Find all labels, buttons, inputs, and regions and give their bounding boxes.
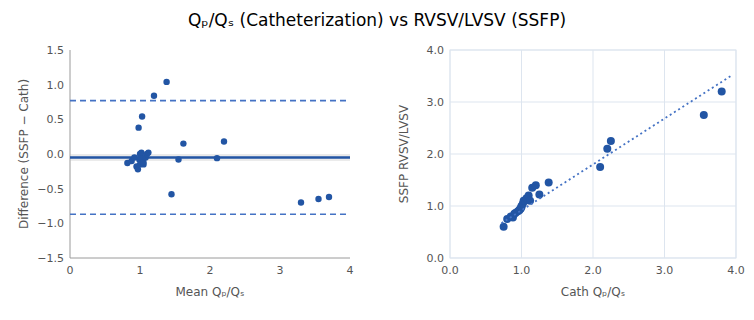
point [596,163,604,171]
reference-line [70,214,350,216]
y-tick-label: 2.0 [427,148,445,161]
x-axis-label: Cath Qₚ/Qₛ [561,285,625,299]
x-tick-label: 0 [67,264,74,277]
y-tick-label: 0.5 [47,113,65,126]
plot-frame [450,50,736,258]
point [718,88,726,96]
point [180,140,186,146]
point [298,199,304,205]
y-tick-label: −1.5 [37,252,64,265]
y-tick-label: 0.0 [47,148,65,161]
y-axis-label: SSFP RVSV/LVSV [397,104,411,203]
point [145,149,151,155]
point [603,145,611,153]
y-tick-label: −0.5 [37,183,64,196]
point [168,191,174,197]
point [135,124,141,130]
fit-line [501,75,732,223]
grid-line [450,154,736,155]
y-tick-label: 3.0 [427,96,445,109]
plot-area [70,79,350,215]
y-tick-label: 1.5 [47,44,65,57]
point [221,138,227,144]
y-tick-label: 4.0 [427,44,445,57]
x-tick-label: 2 [207,264,214,277]
x-tick-label: 1.0 [513,264,531,277]
point [214,155,220,161]
x-tick-label: 4.0 [727,264,745,277]
point [175,156,181,162]
y-tick-label: −1.0 [37,217,64,230]
point [545,179,553,187]
point [139,113,145,119]
point [700,111,708,119]
chart: Qₚ/Qₛ (Catheterization) vs RVSV/LVSV (SS… [0,0,754,320]
y-axis-label: Difference (SSFP − Cath) [17,79,31,229]
y-tick-label: 0.0 [427,252,445,265]
point [163,79,169,85]
ci-band [70,154,350,161]
grid-line [450,206,736,207]
y-tick-label: 1.0 [47,79,65,92]
point [315,196,321,202]
panel: 0 1 2 3 4 −1.5 −1.0 −0.5 0.0 0.5 1.0 1.5 Mean Qₚ/Qₛ D… [17,44,354,299]
x-tick-label: 2.0 [584,264,602,277]
plot-area [500,75,733,231]
y-tick-label: 1.0 [427,200,445,213]
point [151,93,157,99]
point [532,181,540,189]
point [535,191,543,199]
x-axis-line [70,258,350,259]
x-tick-label: 3 [277,264,284,277]
x-tick-label: 3.0 [656,264,674,277]
x-tick-label: 4 [347,264,354,277]
x-tick-label: 1 [137,264,144,277]
reference-line [70,156,350,159]
point [500,223,508,231]
title: Qₚ/Qₛ (Catheterization) vs RVSV/LVSV (SS… [188,10,566,30]
point [138,149,144,155]
reference-line [70,100,350,102]
point [326,194,332,200]
x-tick-label: 0.0 [441,264,459,277]
grid-line [450,102,736,103]
x-axis-label: Mean Qₚ/Qₛ [175,285,244,299]
point [607,137,615,145]
panel: 0.0 1.0 2.0 3.0 4.0 0.0 1.0 2.0 3.0 4.0 Cath Qₚ/Qₛ… [397,44,745,299]
